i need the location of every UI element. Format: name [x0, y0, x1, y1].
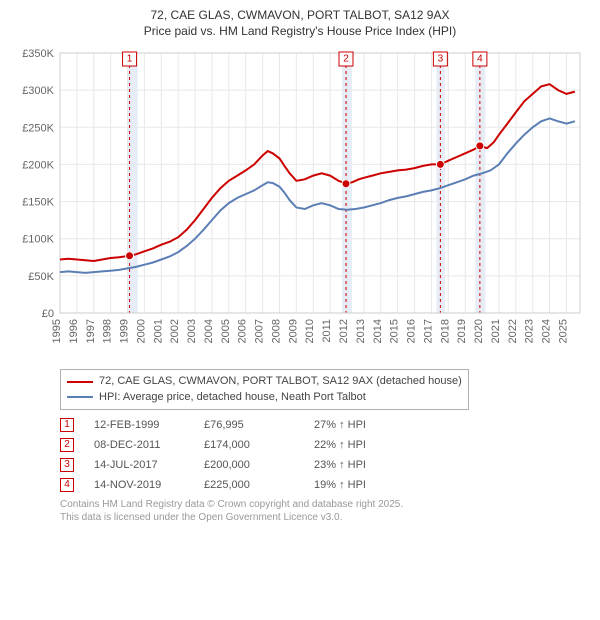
svg-text:2002: 2002 — [169, 319, 181, 343]
svg-text:2016: 2016 — [406, 319, 418, 343]
svg-text:2011: 2011 — [321, 319, 333, 343]
svg-text:2020: 2020 — [473, 319, 485, 343]
legend-label: 72, CAE GLAS, CWMAVON, PORT TALBOT, SA12… — [99, 374, 462, 389]
transaction-pct: 19% ↑ HPI — [314, 479, 404, 491]
svg-text:£300K: £300K — [22, 85, 54, 97]
title-line-2: Price paid vs. HM Land Registry's House … — [10, 24, 590, 40]
svg-text:2003: 2003 — [186, 319, 198, 343]
svg-text:2007: 2007 — [254, 319, 266, 343]
svg-text:2005: 2005 — [220, 319, 232, 343]
legend-item: 72, CAE GLAS, CWMAVON, PORT TALBOT, SA12… — [67, 374, 462, 389]
footer-attribution: Contains HM Land Registry data © Crown c… — [60, 498, 590, 524]
svg-text:2019: 2019 — [456, 319, 468, 343]
transaction-row: 4 14-NOV-2019 £225,000 19% ↑ HPI — [60, 478, 590, 492]
line-chart-svg: £0 £50K £100K £150K £200K £250K £300K £350K 1995… — [10, 43, 590, 363]
chart-title: 72, CAE GLAS, CWMAVON, PORT TALBOT, SA12… — [10, 8, 590, 39]
chart-plot: £0 £50K £100K £150K £200K £250K £300K £350K 1995… — [10, 43, 590, 363]
svg-text:2014: 2014 — [372, 319, 384, 343]
transaction-pct: 23% ↑ HPI — [314, 459, 404, 471]
svg-text:2023: 2023 — [524, 319, 536, 343]
svg-text:2006: 2006 — [237, 319, 249, 343]
svg-text:£100K: £100K — [22, 234, 54, 246]
svg-text:1996: 1996 — [68, 319, 80, 343]
svg-text:4: 4 — [477, 54, 483, 65]
transaction-date: 14-NOV-2019 — [94, 479, 184, 491]
svg-text:£200K: £200K — [22, 160, 54, 172]
svg-text:£0: £0 — [42, 308, 54, 320]
transaction-date: 08-DEC-2011 — [94, 439, 184, 451]
transaction-marker: 4 — [60, 478, 74, 492]
svg-text:2: 2 — [343, 54, 349, 65]
legend-label: HPI: Average price, detached house, Neat… — [99, 390, 366, 405]
svg-text:2008: 2008 — [270, 319, 282, 343]
svg-text:£150K: £150K — [22, 197, 54, 209]
legend-swatch — [67, 381, 93, 383]
svg-text:1: 1 — [127, 54, 133, 65]
transactions-table: 1 12-FEB-1999 £76,995 27% ↑ HPI 2 08-DEC-2011… — [60, 418, 590, 492]
svg-text:2010: 2010 — [304, 319, 316, 343]
svg-text:£350K: £350K — [22, 48, 54, 60]
svg-text:£50K: £50K — [28, 271, 54, 283]
svg-text:2012: 2012 — [338, 319, 350, 343]
svg-text:2018: 2018 — [439, 319, 451, 343]
svg-text:2025: 2025 — [557, 319, 569, 343]
svg-text:2017: 2017 — [422, 319, 434, 343]
transaction-marker: 1 — [60, 418, 74, 432]
chart-container: 72, CAE GLAS, CWMAVON, PORT TALBOT, SA12… — [0, 0, 600, 532]
transaction-marker: 2 — [60, 438, 74, 452]
svg-text:2000: 2000 — [135, 319, 147, 343]
svg-text:2021: 2021 — [490, 319, 502, 343]
svg-text:2015: 2015 — [389, 319, 401, 343]
svg-text:2013: 2013 — [355, 319, 367, 343]
footer-line-1: Contains HM Land Registry data © Crown c… — [60, 498, 590, 511]
transaction-date: 12-FEB-1999 — [94, 419, 184, 431]
transaction-price: £76,995 — [204, 419, 294, 431]
svg-text:2024: 2024 — [541, 319, 553, 343]
svg-text:1998: 1998 — [102, 319, 114, 343]
svg-text:2001: 2001 — [152, 319, 164, 343]
legend: 72, CAE GLAS, CWMAVON, PORT TALBOT, SA12… — [60, 369, 469, 410]
transaction-pct: 27% ↑ HPI — [314, 419, 404, 431]
svg-text:£250K: £250K — [22, 122, 54, 134]
transaction-row: 1 12-FEB-1999 £76,995 27% ↑ HPI — [60, 418, 590, 432]
legend-item: HPI: Average price, detached house, Neat… — [67, 390, 462, 405]
svg-text:2004: 2004 — [203, 319, 215, 343]
transaction-price: £225,000 — [204, 479, 294, 491]
transaction-row: 2 08-DEC-2011 £174,000 22% ↑ HPI — [60, 438, 590, 452]
footer-line-2: This data is licensed under the Open Gov… — [60, 511, 590, 524]
svg-text:1995: 1995 — [51, 319, 63, 343]
transaction-row: 3 14-JUL-2017 £200,000 23% ↑ HPI — [60, 458, 590, 472]
svg-text:1999: 1999 — [119, 319, 131, 343]
transaction-marker: 3 — [60, 458, 74, 472]
title-line-1: 72, CAE GLAS, CWMAVON, PORT TALBOT, SA12… — [10, 8, 590, 24]
svg-text:2009: 2009 — [287, 319, 299, 343]
legend-swatch — [67, 396, 93, 398]
transaction-price: £174,000 — [204, 439, 294, 451]
svg-text:2022: 2022 — [507, 319, 519, 343]
transaction-price: £200,000 — [204, 459, 294, 471]
transaction-pct: 22% ↑ HPI — [314, 439, 404, 451]
svg-text:1997: 1997 — [85, 319, 97, 343]
transaction-date: 14-JUL-2017 — [94, 459, 184, 471]
svg-text:3: 3 — [438, 54, 444, 65]
